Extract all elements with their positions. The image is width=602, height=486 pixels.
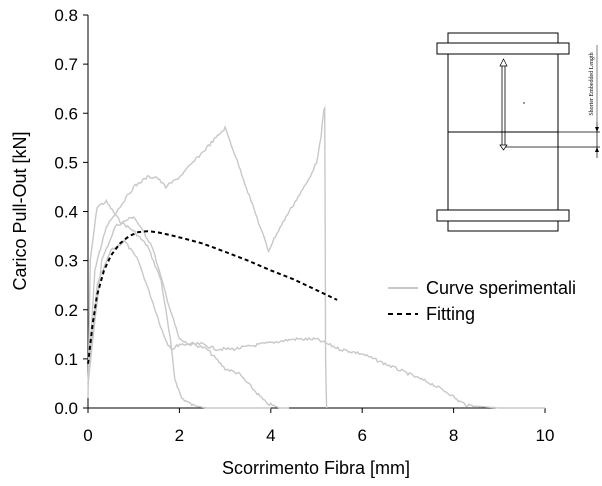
x-tick-label: 4 <box>266 426 275 445</box>
x-axis-title: Scorrimento Fibra [mm] <box>222 458 410 478</box>
inset-dim-arrow-bottom <box>595 147 599 152</box>
y-tick-label: 0.5 <box>54 153 78 172</box>
experimental-curve-3 <box>87 216 545 409</box>
y-tick-label: 0.0 <box>54 399 78 418</box>
y-tick-label: 0.7 <box>54 55 78 74</box>
x-tick-label: 8 <box>449 426 458 445</box>
y-tick-label: 0.1 <box>54 350 78 369</box>
y-tick-label: 0.4 <box>54 203 78 222</box>
series-group <box>87 105 545 409</box>
experimental-curve-1 <box>87 198 271 409</box>
inset-marker-dot <box>523 102 525 104</box>
x-tick-label: 0 <box>83 426 92 445</box>
ticks-group: 0.0 0.1 0.2 0.3 0.4 0.5 0.6 0.7 0.8 0 2 4 6 8 10 <box>54 6 554 445</box>
y-tick-label: 0.2 <box>54 301 78 320</box>
specimen-inset: Shorter Embedded Length <box>436 32 600 232</box>
y-tick-label: 0.3 <box>54 252 78 271</box>
legend: Curve sperimentali Fitting <box>388 278 576 324</box>
y-tick-label: 0.8 <box>54 6 78 25</box>
x-tick-label: 6 <box>357 426 366 445</box>
inset-fiber-top-anchor <box>499 58 508 67</box>
x-tick-label: 10 <box>536 426 555 445</box>
inset-side-label: Shorter Embedded Length <box>589 52 595 115</box>
inset-top-cap <box>447 32 559 44</box>
legend-label-fitting: Fitting <box>426 304 475 324</box>
y-axis-title: Carico Pull-Out [kN] <box>10 131 30 290</box>
experimental-curve-4 <box>87 105 328 409</box>
inset-top-plate <box>436 42 570 55</box>
inset-bottom-plate <box>436 209 570 222</box>
inset-dim-arrow-top <box>595 127 599 132</box>
y-tick-label: 0.6 <box>54 104 78 123</box>
x-tick-label: 2 <box>175 426 184 445</box>
inset-bottom-cap <box>447 220 559 232</box>
fitting-curve <box>87 230 338 364</box>
inset-fiber-bottom-anchor <box>499 144 508 151</box>
legend-label-experimental: Curve sperimentali <box>426 278 576 298</box>
